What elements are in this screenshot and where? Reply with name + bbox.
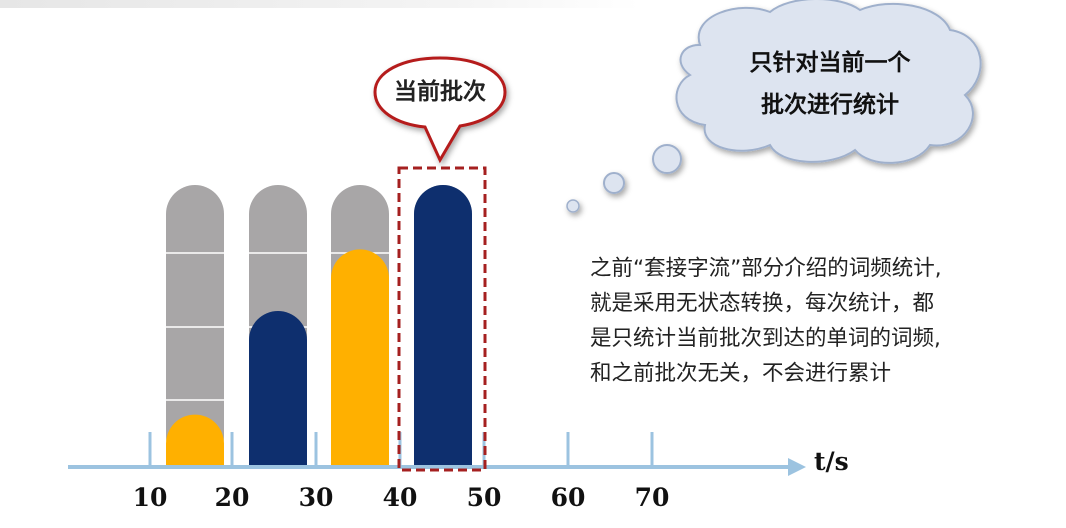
top-gradient-strip [0,0,640,8]
axis-tick-marks [148,432,654,467]
tube-fill-30-40 [331,249,389,465]
tick-label-30: 30 [298,483,334,512]
description-line-2: 就是采用无状态转换，每次统计，都 [590,291,935,316]
tick-label-40: 40 [382,483,418,512]
tube-fill-10-20 [166,414,224,465]
current-batch-callout [373,56,507,164]
description-line-3: 是只统计当前批次到达的单词的词频, [590,326,941,351]
batch-tubes [166,185,472,465]
tube-fill-20-30 [249,311,307,465]
tick-label-10: 10 [132,483,168,512]
tube-fill-40-50 [414,185,472,465]
tick-label-70: 70 [634,483,670,512]
axis-unit-label: t/s [814,447,849,476]
time-axis-arrow [788,458,806,476]
callout-label: 当前批次 [394,79,486,105]
callout-bubble [373,56,507,164]
description-line-1: 之前“套接字流”部分介绍的词频统计, [590,256,942,281]
thought-bubble [566,0,982,213]
tick-label-20: 20 [214,483,250,512]
tick-label-50: 50 [466,483,502,512]
thought-text: 只针对当前一个 批次进行统计 [690,42,970,126]
description-line-4: 和之前批次无关，不会进行累计 [590,361,892,386]
thought-cloud [675,0,982,164]
thought-line-1: 只针对当前一个 [749,50,911,76]
tick-label-60: 60 [550,483,586,512]
description-text: 之前“套接字流”部分介绍的词频统计, 就是采用无状态转换，每次统计，都 是只统计… [590,251,1060,391]
current-batch-highlight [397,166,487,472]
thought-dot-medium [603,172,625,194]
thought-dot-large [652,144,682,174]
thought-line-2: 批次进行统计 [761,92,899,118]
thought-dot-small [566,199,580,213]
tube-empty-10-20 [166,185,224,465]
